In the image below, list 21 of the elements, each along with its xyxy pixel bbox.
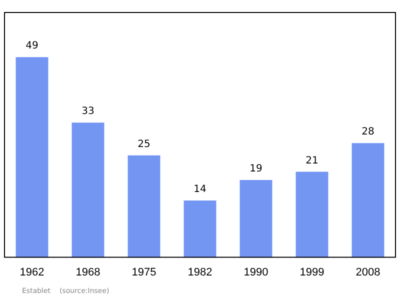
x-tick-label: 1962 [20, 266, 44, 278]
bar [296, 172, 328, 258]
data-label: 49 [26, 40, 38, 52]
bar [352, 143, 384, 258]
data-label: 21 [306, 155, 318, 166]
bar [16, 57, 48, 258]
data-label: 28 [362, 126, 374, 138]
data-label: 19 [250, 164, 262, 175]
bar [128, 155, 160, 258]
x-tick-label: 2008 [356, 266, 380, 278]
data-label: 25 [138, 138, 150, 150]
data-label: 14 [194, 184, 206, 196]
x-tick-label: 1990 [244, 266, 268, 278]
x-tick-label: 1999 [300, 266, 324, 278]
bar [184, 200, 216, 258]
bar [240, 180, 272, 258]
data-label: 33 [82, 106, 94, 118]
bar [72, 122, 104, 258]
x-tick-label: 1968 [76, 266, 100, 278]
x-tick-label: 1975 [132, 266, 156, 278]
x-tick-label: 1982 [188, 266, 212, 278]
